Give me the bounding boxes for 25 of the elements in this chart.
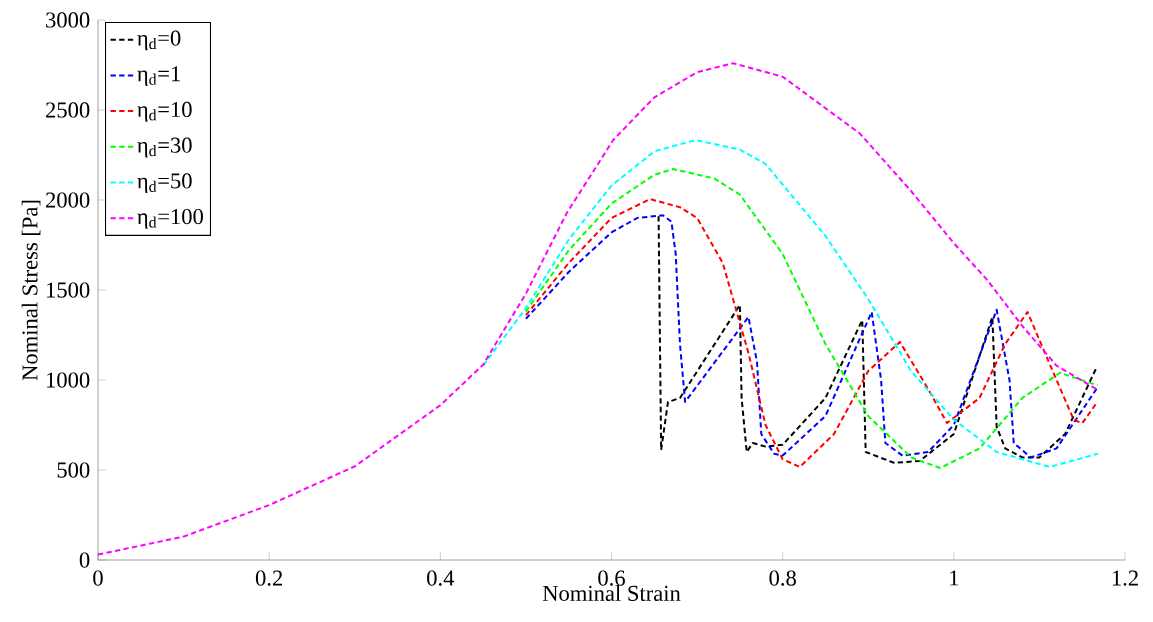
line-series: [98, 62, 1099, 556]
legend-label: η$_{d}$=0: [137, 30, 181, 51]
legend-label: η$_{d}$=50: [137, 173, 192, 194]
legend-label: η$_{d}$=1: [137, 66, 180, 86]
y-tick-label: 1000: [47, 372, 90, 388]
y-tick-label: 3000: [46, 12, 90, 28]
x-tick-label: 0.2: [255, 570, 283, 586]
x-tick-label: 0: [93, 570, 103, 586]
legend-label: η$_{d}$=100: [137, 209, 203, 229]
x-tick-label: 0.4: [427, 570, 455, 586]
x-tick-label: 0.8: [769, 570, 796, 586]
line-series: [482, 139, 1099, 468]
legend-label: η$_{d}$=10: [137, 101, 192, 122]
y-axis-title: Nominal Stress [Pa]: [21, 200, 41, 381]
legend-label: η$_{d}$=30: [137, 137, 192, 158]
y-tick-label: 0: [79, 552, 90, 568]
y-tick-label: 1500: [47, 282, 90, 298]
x-tick-label: 0.6: [598, 570, 625, 586]
x-tick-label: 1.2: [1112, 570, 1138, 586]
x-tick-label: 1: [950, 570, 959, 586]
y-tick-label: 2500: [46, 102, 90, 118]
y-tick-label: 2000: [46, 192, 90, 208]
x-axis-title: Nominal Strain: [542, 585, 681, 602]
line-series: [657, 215, 1098, 464]
y-tick-label: 500: [57, 462, 90, 478]
